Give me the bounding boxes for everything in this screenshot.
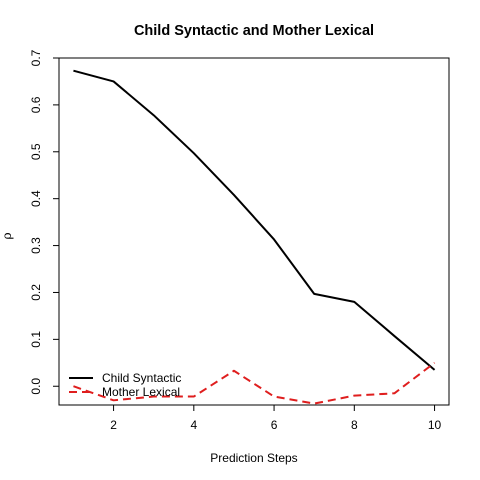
y-tick-label: 0.6 (29, 96, 43, 113)
y-tick-label: 0.1 (29, 331, 43, 348)
x-axis: 2 4 6 8 10 (110, 405, 442, 432)
x-axis-label: Prediction Steps (210, 451, 297, 465)
y-tick-label: 0.7 (29, 49, 43, 66)
y-tick-label: 0.2 (29, 284, 43, 301)
plot-area-border (58, 57, 450, 406)
y-tick-label: 0.5 (29, 143, 43, 160)
x-tick-label: 6 (271, 418, 278, 432)
x-tick-label: 4 (190, 418, 197, 432)
legend-label: Child Syntactic (102, 371, 181, 385)
legend-label: Mother Lexical (102, 385, 180, 399)
series-layer (73, 69, 436, 405)
x-tick-label: 2 (110, 418, 117, 432)
y-axis: 0.0 0.1 0.2 0.3 0.4 0.5 0.6 0.7 (29, 49, 59, 395)
y-tick-label: 0.3 (29, 237, 43, 254)
x-tick-label: 8 (351, 418, 358, 432)
y-axis-label: ρ (0, 232, 14, 239)
y-tick-label: 0.4 (29, 190, 43, 207)
series-line-child-syntactic (73, 69, 436, 371)
x-tick-label: 10 (428, 418, 442, 432)
y-tick-label: 0.0 (29, 378, 43, 395)
chart-title: Child Syntactic and Mother Lexical (134, 23, 374, 39)
